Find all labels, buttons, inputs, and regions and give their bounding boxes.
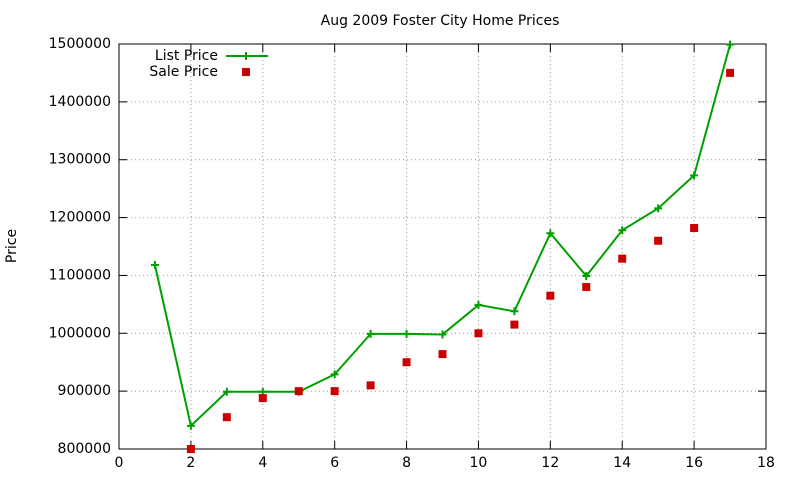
data-point <box>726 68 735 77</box>
data-point <box>330 370 339 379</box>
data-point <box>654 236 663 245</box>
data-point <box>582 283 591 291</box>
legend-swatch <box>242 52 250 60</box>
y-tick-label: 1100000 <box>49 267 111 283</box>
y-tick-label: 900000 <box>58 383 111 399</box>
data-point <box>186 445 195 453</box>
data-point <box>402 329 411 338</box>
x-tick-label: 6 <box>330 455 339 471</box>
data-point <box>510 320 519 329</box>
legend-label: List Price <box>155 48 218 64</box>
x-tick-label: 10 <box>470 455 488 471</box>
data-point <box>510 307 519 316</box>
legend-swatch <box>242 68 250 76</box>
data-point <box>366 381 375 390</box>
chart-title: Aug 2009 Foster City Home Prices <box>321 13 560 29</box>
data-point <box>294 387 303 396</box>
x-tick-label: 4 <box>258 455 267 471</box>
data-point <box>690 171 699 180</box>
x-tick-label: 12 <box>541 455 559 471</box>
data-point <box>222 387 231 396</box>
data-point <box>690 223 699 232</box>
data-point <box>546 291 555 300</box>
data-point <box>474 300 483 309</box>
data-point <box>222 413 231 422</box>
data-point <box>618 226 627 235</box>
y-tick-label: 1200000 <box>49 210 111 226</box>
data-point <box>186 421 195 430</box>
plot-frame <box>118 43 767 450</box>
data-point <box>618 254 627 263</box>
y-tick-label: 1300000 <box>49 152 111 168</box>
data-point <box>402 358 411 367</box>
x-tick-label: 0 <box>115 455 124 471</box>
x-tick-label: 2 <box>186 455 195 471</box>
x-tick-label: 14 <box>613 455 631 471</box>
data-point <box>366 329 375 338</box>
y-tick-label: 800000 <box>58 441 111 457</box>
data-point <box>654 204 663 213</box>
y-tick-label: 1400000 <box>49 94 111 110</box>
data-point <box>726 40 735 49</box>
data-point <box>258 394 267 403</box>
data-point <box>582 272 591 281</box>
y-tick-label: 1500000 <box>49 36 111 52</box>
legend-label: Sale Price <box>149 64 218 80</box>
data-point <box>438 350 447 359</box>
data-point <box>150 261 159 270</box>
data-point <box>546 229 555 238</box>
x-tick-label: 16 <box>685 455 703 471</box>
data-point <box>438 330 447 339</box>
y-axis-label: Price <box>4 229 20 263</box>
y-tick-label: 1000000 <box>49 325 111 341</box>
x-tick-label: 18 <box>757 455 775 471</box>
data-point <box>474 329 483 338</box>
x-tick-label: 8 <box>402 455 411 471</box>
data-point <box>330 387 339 396</box>
